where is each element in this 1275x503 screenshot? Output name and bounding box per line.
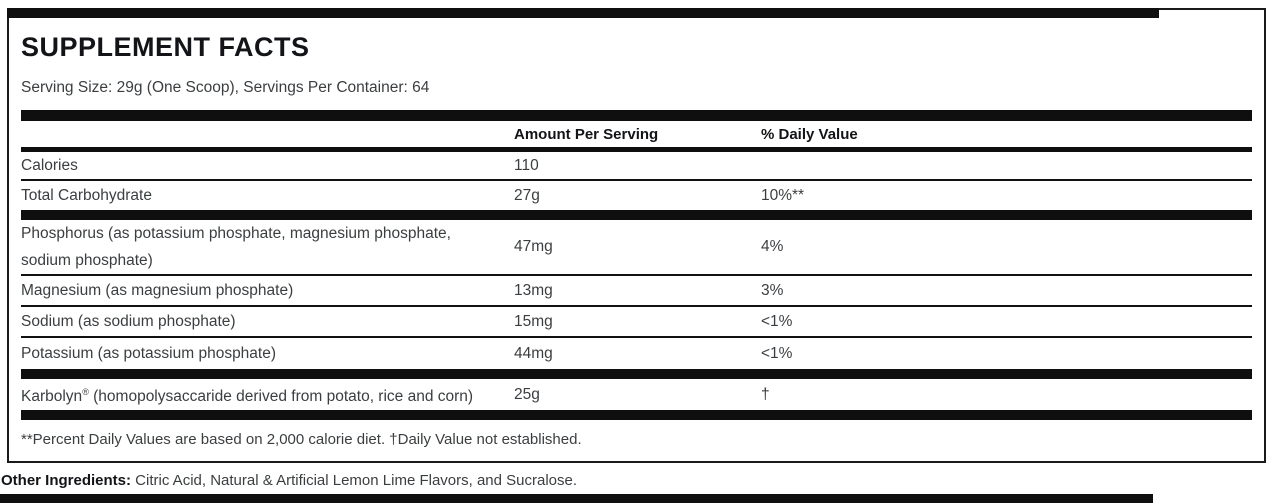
table-row-phosphorus: Phosphorus (as potassium phosphate, magn…	[21, 220, 1252, 276]
divider-bar	[21, 210, 1252, 220]
top-accent-bar	[7, 8, 1159, 18]
nutrient-amount: 44mg	[514, 344, 553, 362]
nutrient-daily-value: †	[761, 385, 770, 403]
table-row-calories: Calories 110	[21, 152, 1252, 181]
nutrient-amount: 25g	[514, 385, 540, 403]
nutrient-daily-value: <1%	[761, 312, 793, 330]
nutrient-amount: 110	[514, 156, 539, 174]
nutrient-name: Karbolyn® (homopolysaccaride derived fro…	[21, 379, 514, 410]
nutrient-amount: 15mg	[514, 312, 553, 330]
table-row-potassium: Potassium (as potassium phosphate) 44mg …	[21, 338, 1252, 369]
nutrient-name: Sodium (as sodium phosphate)	[21, 313, 236, 330]
table-row-karbolyn: Karbolyn® (homopolysaccaride derived fro…	[21, 379, 1252, 410]
nutrient-amount: 47mg	[514, 238, 553, 255]
nutrient-name: Potassium (as potassium phosphate)	[21, 345, 277, 362]
other-ingredients-label: Other Ingredients:	[1, 472, 132, 490]
column-header-daily-value: % Daily Value	[761, 125, 858, 143]
table-row-sodium: Sodium (as sodium phosphate) 15mg <1%	[21, 307, 1252, 338]
daily-value-footnote: **Percent Daily Values are based on 2,00…	[21, 431, 582, 449]
serving-info: Serving Size: 29g (One Scoop), Servings …	[21, 79, 430, 96]
nutrient-daily-value: 3%	[761, 281, 784, 299]
table-row-total-carbohydrate: Total Carbohydrate 27g 10%**	[21, 181, 1252, 210]
divider-bar	[21, 410, 1252, 421]
nutrient-name: Phosphorus (as potassium phosphate, magn…	[21, 225, 451, 269]
registered-trademark-mark: ®	[82, 387, 89, 397]
other-ingredients-line: Other Ingredients: Citric Acid, Natural …	[1, 472, 1275, 489]
table-row-magnesium: Magnesium (as magnesium phosphate) 13mg …	[21, 276, 1252, 307]
divider-bar	[21, 369, 1252, 379]
bottom-accent-bar	[0, 494, 1153, 503]
panel-title: SUPPLEMENT FACTS	[21, 32, 310, 62]
nutrient-name-text: Karbolyn	[21, 388, 83, 406]
nutrient-name: Total Carbohydrate	[21, 187, 152, 204]
table-header-row: Amount Per Serving % Daily Value	[21, 121, 1252, 152]
nutrient-daily-value: 10%**	[761, 186, 805, 204]
nutrient-name-detail: (homopolysaccaride derived from potato, …	[88, 388, 474, 406]
nutrient-amount: 13mg	[514, 281, 553, 299]
nutrient-name: Calories	[21, 157, 78, 174]
nutrient-daily-value: <1%	[761, 344, 793, 362]
nutrient-name: Magnesium (as magnesium phosphate)	[21, 282, 294, 299]
nutrient-amount: 27g	[514, 186, 540, 204]
supplement-facts-panel: SUPPLEMENT FACTS Serving Size: 29g (One …	[7, 8, 1266, 464]
other-ingredients-text: Citric Acid, Natural & Artificial Lemon …	[131, 472, 578, 490]
column-header-amount: Amount Per Serving	[514, 125, 659, 143]
nutrient-daily-value: 4%	[761, 238, 784, 255]
divider-bar	[21, 110, 1252, 121]
